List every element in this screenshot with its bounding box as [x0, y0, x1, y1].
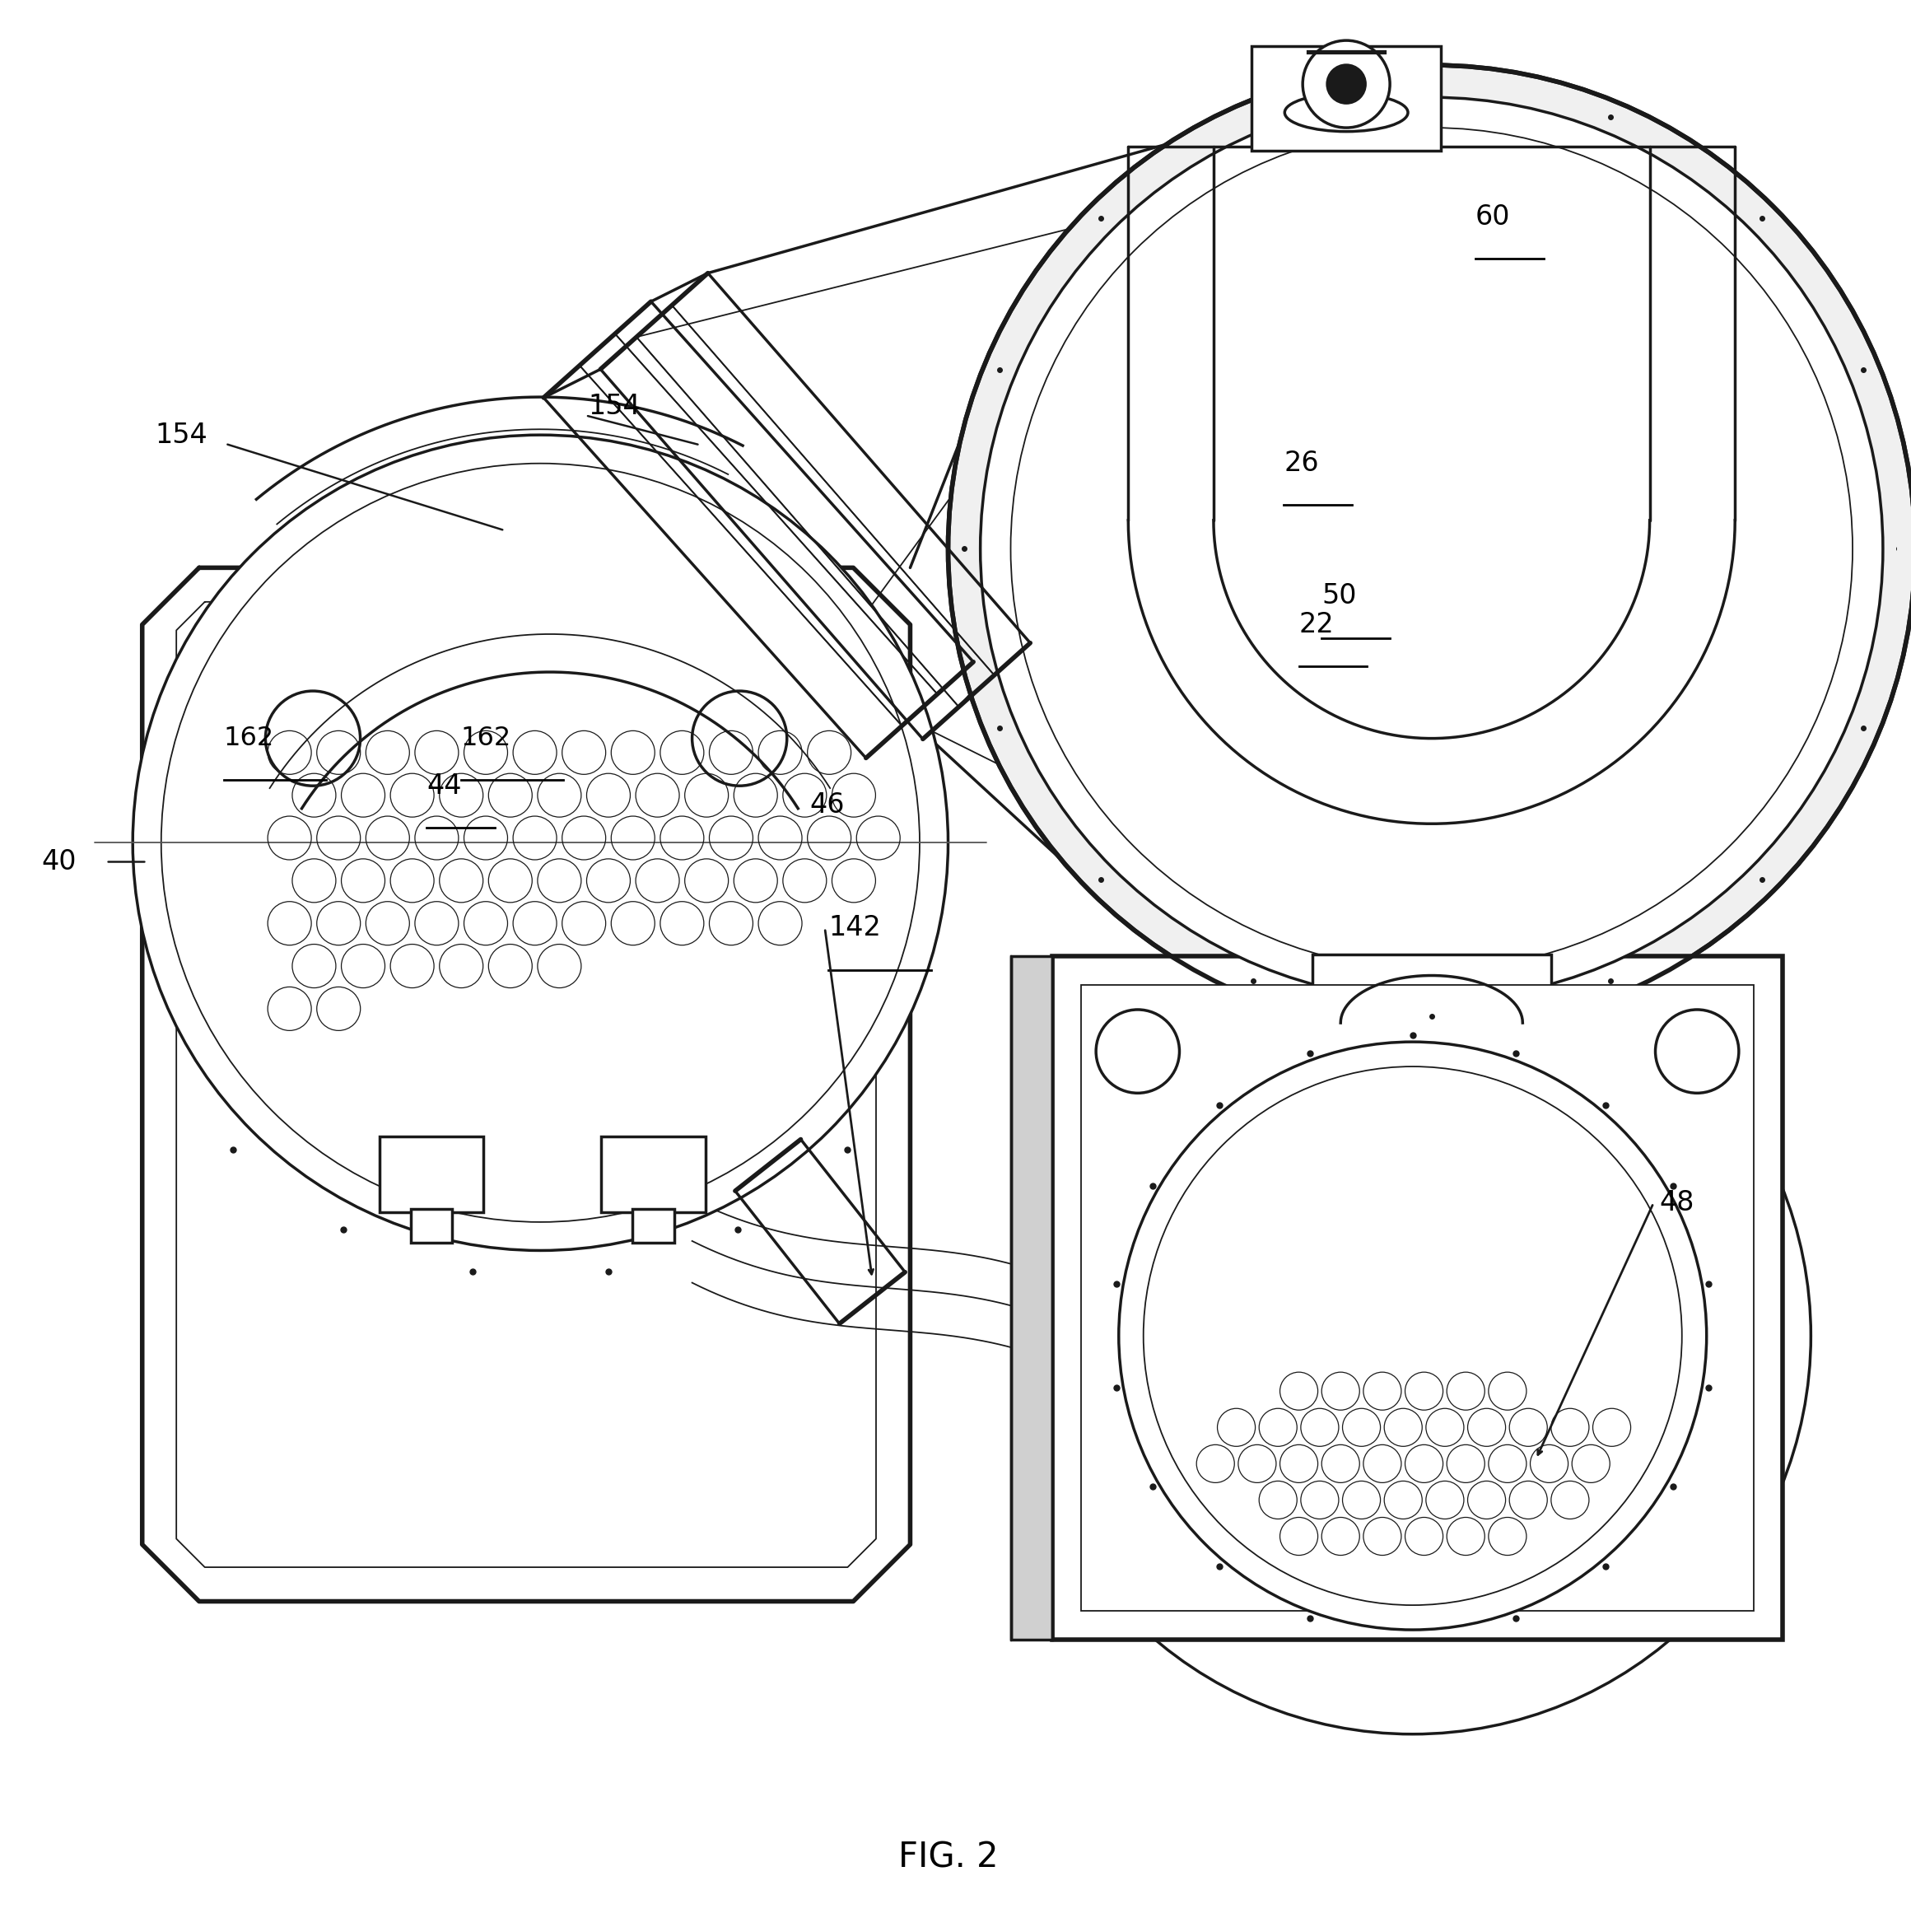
Text: 46: 46 [810, 792, 845, 819]
Circle shape [948, 66, 1911, 1032]
Text: 50: 50 [1322, 583, 1357, 611]
Polygon shape [141, 568, 910, 1602]
Bar [411, 1209, 453, 1242]
Circle shape [1303, 41, 1389, 128]
Circle shape [1328, 66, 1364, 102]
Text: 154: 154 [589, 392, 640, 419]
Bar [1011, 956, 1053, 1638]
Circle shape [1118, 1041, 1707, 1631]
Bar [1313, 954, 1552, 989]
Text: 142: 142 [829, 914, 881, 941]
Text: 44: 44 [426, 773, 462, 800]
Bar [1905, 425, 1911, 672]
Text: 60: 60 [1475, 203, 1510, 230]
Text: 48: 48 [1659, 1190, 1693, 1217]
Text: 26: 26 [1284, 450, 1319, 477]
Bar [1252, 46, 1441, 151]
Bar [1284, 989, 1580, 1041]
Circle shape [132, 435, 948, 1250]
Bar [633, 1209, 675, 1242]
Text: 162: 162 [224, 726, 275, 752]
Bar [1082, 985, 1754, 1611]
Circle shape [1015, 937, 1812, 1735]
Bar [378, 1136, 483, 1213]
Text: 154: 154 [155, 421, 208, 448]
Text: 22: 22 [1299, 611, 1334, 638]
Circle shape [980, 97, 1882, 1001]
Ellipse shape [1284, 93, 1408, 131]
Text: 40: 40 [42, 848, 76, 875]
Bar [602, 1136, 705, 1213]
Text: FIG. 2: FIG. 2 [898, 1839, 998, 1874]
Bar [1053, 956, 1783, 1638]
Text: 162: 162 [461, 726, 512, 752]
